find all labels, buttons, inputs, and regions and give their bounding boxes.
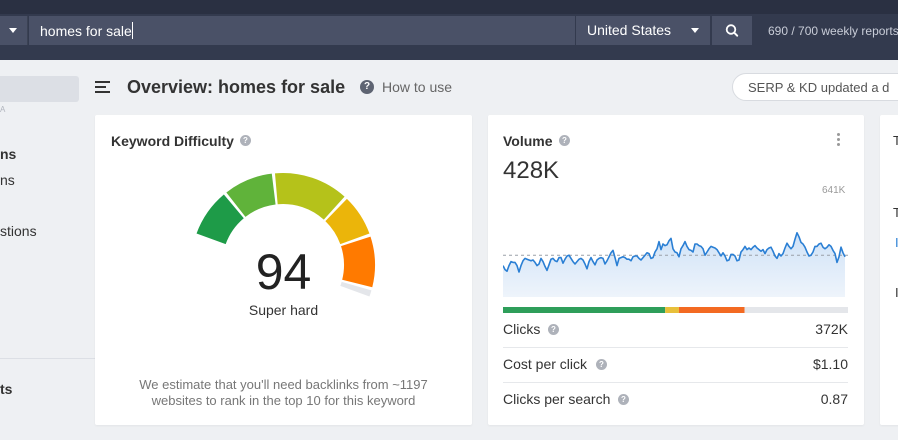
breakdown-segment-1 (665, 307, 679, 313)
caret-down-icon (9, 28, 17, 33)
how-to-use-link[interactable]: How to use (382, 79, 453, 95)
volume-trend-area (503, 232, 845, 297)
caret-down-icon (691, 28, 699, 33)
top-strip (0, 0, 898, 14)
sidebar-item[interactable]: ns (0, 172, 15, 188)
metric-row-clicks: Clicks ? 372K (503, 313, 848, 348)
gauge-segment-very-easy (196, 194, 244, 245)
sidebar-faint-text: A (0, 105, 6, 114)
gauge-segment-easy (226, 173, 276, 217)
mode-dropdown[interactable] (0, 16, 28, 45)
country-label: United States (587, 22, 672, 38)
sidebar-divider (0, 358, 95, 359)
help-icon[interactable]: ? (360, 80, 374, 94)
serp-status-badge[interactable]: SERP & KD updated a d (732, 73, 898, 101)
volume-title: Volume (503, 133, 553, 149)
help-icon[interactable]: ? (618, 394, 629, 405)
partial-card-text: T (893, 205, 898, 220)
menu-icon[interactable] (95, 81, 110, 94)
help-icon[interactable]: ? (559, 135, 570, 146)
kd-note: We estimate that you'll need backlinks f… (115, 377, 452, 409)
kd-title: Keyword Difficulty (111, 133, 234, 149)
kd-note-line: We estimate that you'll need backlinks f… (139, 377, 428, 392)
sidebar-section-heading: ns (0, 146, 17, 162)
page-title: Overview: homes for sale (127, 77, 346, 97)
gauge-segment-super-hard (341, 236, 375, 288)
metric-label: Cost per click (503, 356, 588, 372)
help-icon[interactable]: ? (548, 324, 559, 335)
metric-label: Clicks (503, 321, 541, 337)
weekly-reports-counter: 690 / 700 weekly reports (768, 24, 898, 38)
volume-card: Volume ? 428K 641K Clicks ? 372K Cost pe… (488, 115, 864, 425)
volume-breakdown-bar (503, 307, 848, 313)
top-bar: United States 690 / 700 weekly reports (0, 0, 898, 60)
text-cursor (132, 22, 133, 39)
search-icon (725, 24, 739, 37)
kd-score: 94 (255, 244, 312, 300)
metric-row-cost-per-click: Cost per click ? $1.10 (503, 348, 848, 383)
partial-card-text: I (895, 235, 898, 250)
volume-trend-chart (503, 231, 848, 297)
metric-label: Clicks per search (503, 391, 611, 407)
sidebar-item-active[interactable] (0, 76, 79, 102)
partial-card-text: T (893, 133, 898, 148)
keyword-difficulty-card: Keyword Difficulty ? 94 Super hard We es… (95, 115, 472, 425)
breakdown-segment-3 (744, 307, 848, 313)
partial-card-text: I (895, 285, 898, 300)
gauge-segment-medium (274, 173, 345, 220)
kd-note-line: websites to rank in the top 10 for this … (151, 393, 416, 408)
help-icon[interactable]: ? (240, 135, 251, 146)
sidebar: A ns ns stions ts (0, 60, 95, 440)
gauge-segment-remaining (340, 281, 372, 297)
country-dropdown[interactable]: United States (576, 16, 710, 45)
volume-value: 428K (503, 157, 560, 184)
kd-gauge (196, 173, 375, 297)
metric-row-clicks-per-search: Clicks per search ? 0.87 (503, 383, 848, 418)
help-icon[interactable]: ? (596, 359, 607, 370)
kd-difficulty-label: Super hard (248, 302, 319, 318)
breakdown-segment-0 (503, 307, 666, 313)
gauge-segment-hard (325, 198, 370, 245)
metric-value: 0.87 (820, 391, 848, 407)
search-button[interactable] (712, 16, 752, 45)
volume-trend-line (503, 231, 846, 273)
more-options-icon[interactable] (837, 133, 841, 147)
sidebar-item-questions[interactable]: stions (0, 223, 37, 239)
metric-value: 372K (815, 321, 848, 337)
metric-value: $1.10 (812, 356, 848, 372)
volume-max-label: 641K (822, 185, 846, 196)
breakdown-segment-2 (678, 307, 745, 313)
keyword-search-input[interactable] (29, 16, 575, 45)
sidebar-section-heading: ts (0, 381, 13, 397)
partial-card: T T I I (880, 115, 898, 425)
